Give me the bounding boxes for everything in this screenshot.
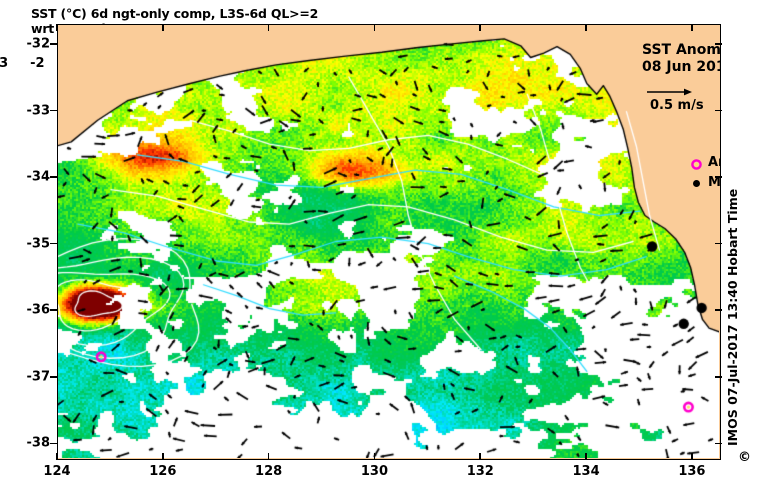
overlay-variable-label: SST Anomaly — [642, 42, 721, 58]
x-axis-tick-label: 134 — [572, 464, 600, 479]
y-axis-tick — [50, 242, 57, 245]
y-axis-tick-label: -34 — [26, 169, 51, 185]
y-axis-tick — [715, 442, 722, 445]
overlay-date-label: 08 Jun 2011 — [642, 59, 720, 75]
x-axis-tick-label: 130 — [360, 464, 389, 479]
y-axis-tick — [715, 109, 722, 112]
y-axis-tick-label: -35 — [26, 236, 51, 252]
legend-label-argo: Argo — [708, 155, 720, 170]
y-axis-tick — [715, 309, 722, 312]
x-axis-tick — [691, 24, 693, 31]
x-axis-tick — [162, 453, 164, 460]
velocity-scale-arrow-icon — [647, 88, 692, 96]
x-axis-tick — [56, 24, 58, 31]
legend-label-mooring: Mooring — [708, 175, 721, 190]
y-axis-tick — [50, 109, 57, 112]
x-axis-tick — [585, 453, 587, 460]
y-axis-tick — [50, 309, 57, 312]
y-axis-tick-label: -33 — [26, 103, 51, 119]
x-axis-tick — [267, 24, 270, 31]
y-axis-tick — [50, 176, 57, 178]
y-axis-tick-label: -37 — [26, 369, 51, 385]
credit-text: IMOS 07-Jul-2017 13:40 Hobart Time — [725, 188, 740, 446]
y-axis-tick-label: -32 — [26, 36, 51, 52]
x-axis-tick — [585, 24, 587, 31]
y-axis-tick — [50, 43, 57, 45]
mooring-marker-icon — [693, 180, 700, 187]
x-axis-tick — [373, 453, 376, 460]
x-axis-tick — [162, 24, 164, 31]
x-axis-tick-label: 128 — [255, 464, 283, 479]
y-axis-tick — [715, 375, 722, 378]
x-axis-tick-label: 124 — [43, 464, 71, 479]
colorbar-tick-label: -2 — [30, 56, 45, 71]
chart-title-line-1: SST (°C) 6d ngt-only comp, L3S-6d QL>=2 — [31, 6, 319, 21]
x-axis-tick — [373, 24, 376, 31]
velocity-scale-label: 0.5 m/s — [650, 98, 704, 113]
x-axis-tick-label: 126 — [149, 464, 177, 479]
x-axis-tick — [267, 453, 270, 460]
x-axis-tick — [479, 24, 482, 31]
argo-marker-icon — [691, 159, 702, 170]
copyright-symbol: © — [738, 450, 751, 465]
sst-anomaly-raster — [58, 25, 719, 458]
map-plot-area: SST Anomaly 08 Jun 2011 0.5 m/s Argo Moo… — [57, 24, 721, 460]
x-axis-tick-label: 132 — [466, 464, 494, 479]
y-axis-tick — [715, 242, 722, 245]
y-axis-tick-label: -36 — [26, 302, 51, 318]
x-axis-tick — [691, 453, 693, 460]
x-axis-tick — [56, 453, 58, 460]
y-axis-tick — [50, 375, 57, 378]
colorbar-tick-label: -3 — [0, 56, 9, 71]
y-axis-tick — [50, 442, 57, 445]
y-axis-tick-label: -38 — [26, 435, 51, 451]
y-axis-tick — [715, 43, 722, 45]
x-axis-tick — [479, 453, 482, 460]
x-axis-tick-label: 136 — [678, 464, 706, 479]
y-axis-tick — [715, 176, 722, 178]
